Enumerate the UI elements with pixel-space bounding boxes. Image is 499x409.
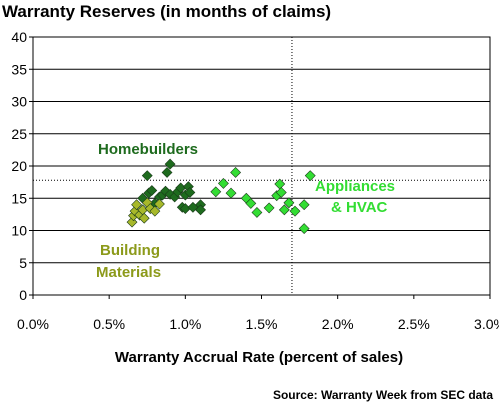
data-point-appliances-hvac: [225, 187, 237, 199]
data-points: [126, 158, 316, 234]
reference-lines: [33, 37, 490, 295]
x-tick-label: 0.5%: [93, 316, 125, 332]
y-tick-label: 40: [11, 29, 27, 45]
data-point-homebuilders: [195, 204, 206, 216]
data-point-appliances-hvac: [251, 207, 263, 218]
data-point-appliances-hvac: [289, 205, 301, 217]
gridlines: [33, 68, 490, 264]
y-tick-label: 25: [11, 126, 27, 142]
annotation-materials: Materials: [96, 264, 161, 281]
axis-ticks: 0 5 10 15 20 25 30 35 40 0.0% 0.5% 1.0% 1.5% 2.0% 2.5%…: [11, 29, 499, 332]
data-point-homebuilders: [184, 187, 196, 198]
x-tick-label: 1.5%: [246, 316, 278, 332]
data-point-homebuilders: [141, 170, 153, 182]
x-tick-label: 3.0%: [474, 316, 499, 332]
x-axis-label: Warranty Accrual Rate (percent of sales): [115, 349, 403, 366]
data-point-building-materials: [138, 212, 150, 224]
data-point-appliances-hvac: [275, 187, 287, 198]
data-point-appliances-hvac: [278, 204, 290, 216]
source-note: Source: Warranty Week from SEC data: [273, 388, 493, 402]
data-point-homebuilders: [161, 167, 173, 178]
y-tick-label: 10: [11, 223, 27, 239]
data-point-building-materials: [154, 198, 165, 210]
data-point-homebuilders: [164, 158, 176, 170]
annotation-building: Building: [100, 242, 160, 259]
data-point-appliances-hvac: [304, 170, 316, 182]
x-tick-label: 1.0%: [169, 316, 201, 332]
data-point-appliances-hvac: [283, 197, 295, 209]
data-point-appliances-hvac: [210, 186, 222, 198]
y-tick-label: 20: [11, 158, 27, 174]
y-tick-label: 0: [19, 287, 27, 303]
data-point-appliances-hvac: [230, 167, 242, 178]
series-annotations: Homebuilders Building Materials Appliances &…: [96, 141, 395, 281]
x-tick-label: 2.5%: [398, 316, 430, 332]
chart-title: Warranty Reserves (in months of claims): [2, 2, 331, 21]
y-tick-label: 30: [11, 94, 27, 110]
annotation-hvac: & HVAC: [331, 199, 388, 216]
x-tick-label: 2.0%: [322, 316, 354, 332]
data-point-building-materials: [131, 199, 143, 211]
data-point-appliances-hvac: [245, 197, 257, 209]
annotation-homebuilders: Homebuilders: [98, 141, 198, 158]
y-tick-label: 15: [11, 190, 27, 206]
data-point-building-materials: [149, 205, 161, 217]
annotation-appliances: Appliances: [315, 178, 395, 195]
data-point-appliances-hvac: [298, 223, 310, 234]
data-point-appliances-hvac: [217, 177, 229, 189]
data-point-appliances-hvac: [263, 202, 275, 214]
data-point-homebuilders: [146, 185, 158, 196]
data-point-appliances-hvac: [298, 199, 310, 211]
y-tick-label: 35: [11, 61, 27, 77]
y-tick-label: 5: [19, 255, 27, 271]
x-tick-label: 0.0%: [17, 316, 49, 332]
